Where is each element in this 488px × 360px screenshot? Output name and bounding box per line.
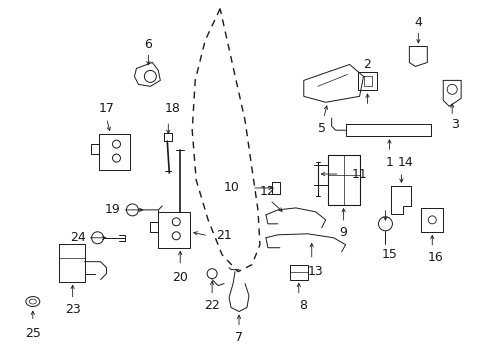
Text: 23: 23 xyxy=(64,303,81,316)
Circle shape xyxy=(91,232,103,244)
Text: 6: 6 xyxy=(144,38,152,51)
Text: 24: 24 xyxy=(70,231,85,244)
Text: 14: 14 xyxy=(397,156,412,168)
Ellipse shape xyxy=(26,297,40,306)
Text: 15: 15 xyxy=(381,248,397,261)
Circle shape xyxy=(112,154,120,162)
Text: 25: 25 xyxy=(25,327,41,340)
Circle shape xyxy=(172,232,180,240)
Text: 22: 22 xyxy=(204,299,220,312)
Text: 1: 1 xyxy=(385,156,392,168)
Circle shape xyxy=(447,84,456,94)
Text: 5: 5 xyxy=(317,122,325,135)
Text: 12: 12 xyxy=(260,185,275,198)
Text: 18: 18 xyxy=(164,102,180,115)
Text: 2: 2 xyxy=(363,58,371,71)
Text: 4: 4 xyxy=(413,16,422,29)
Circle shape xyxy=(378,217,392,231)
Text: 19: 19 xyxy=(104,203,120,216)
Polygon shape xyxy=(303,64,363,102)
Text: 20: 20 xyxy=(172,271,188,284)
Circle shape xyxy=(112,140,120,148)
Text: 3: 3 xyxy=(450,118,458,131)
Circle shape xyxy=(126,204,138,216)
Text: 8: 8 xyxy=(298,299,306,312)
Circle shape xyxy=(427,216,435,224)
Circle shape xyxy=(144,71,156,82)
Text: 17: 17 xyxy=(99,102,114,115)
Ellipse shape xyxy=(29,299,36,304)
Text: 13: 13 xyxy=(307,265,323,278)
Text: 7: 7 xyxy=(235,331,243,344)
Text: 10: 10 xyxy=(224,181,240,194)
Text: 11: 11 xyxy=(351,167,366,180)
Text: 16: 16 xyxy=(427,251,442,264)
Circle shape xyxy=(207,269,217,279)
Text: 21: 21 xyxy=(216,229,231,242)
Circle shape xyxy=(172,218,180,226)
Text: 9: 9 xyxy=(339,226,347,239)
